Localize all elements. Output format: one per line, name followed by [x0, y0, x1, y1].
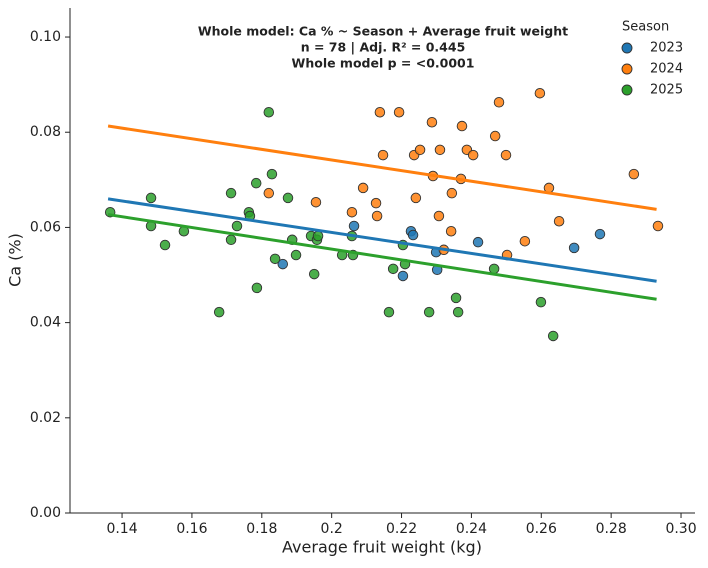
legend-marker [621, 84, 633, 96]
point [547, 330, 559, 342]
point [456, 120, 468, 132]
annotation: n = 78 | Adj. R² = 0.445 [301, 40, 466, 55]
point [434, 144, 446, 156]
point [377, 149, 389, 161]
fit-line [107, 124, 657, 211]
point [493, 96, 505, 108]
point [445, 225, 457, 237]
legend-label: 2025 [650, 83, 683, 98]
point [407, 229, 419, 241]
point [467, 149, 479, 161]
point [414, 144, 426, 156]
point [348, 220, 360, 232]
point [568, 242, 580, 254]
point [397, 270, 409, 282]
point [310, 196, 322, 208]
point [266, 168, 278, 180]
point [145, 192, 157, 204]
x-tick-label: 0.2 [321, 521, 343, 537]
point [519, 235, 531, 247]
point [225, 234, 237, 246]
fit-line [107, 197, 657, 283]
point [312, 230, 324, 242]
point [263, 106, 275, 118]
annotation: Whole model p = <0.0001 [292, 56, 475, 71]
point [231, 220, 243, 232]
legend-label: 2024 [650, 62, 683, 77]
point [472, 236, 484, 248]
x-tick-label: 0.24 [456, 521, 487, 537]
point [489, 130, 501, 142]
point [534, 87, 546, 99]
point [282, 192, 294, 204]
x-axis-label: Average fruit weight (kg) [282, 538, 482, 557]
point [450, 292, 462, 304]
y-tick-label: 0.04 [30, 315, 61, 331]
point [383, 306, 395, 318]
point [159, 239, 171, 251]
y-tick-label: 0.06 [30, 219, 61, 235]
point [433, 210, 445, 222]
point [277, 258, 289, 270]
point [371, 210, 383, 222]
point [263, 187, 275, 199]
point [594, 228, 606, 240]
point [213, 306, 225, 318]
point [290, 249, 302, 261]
x-tick-label: 0.26 [526, 521, 557, 537]
point [308, 268, 320, 280]
point [346, 206, 358, 218]
legend-title: Season [622, 20, 669, 35]
x-tick-label: 0.30 [665, 521, 696, 537]
point [387, 263, 399, 275]
x-tick-label: 0.16 [176, 521, 207, 537]
x-tick-label: 0.14 [106, 521, 137, 537]
point [370, 197, 382, 209]
point [251, 282, 263, 294]
legend-marker [621, 42, 633, 54]
point [500, 149, 512, 161]
point [628, 168, 640, 180]
x-tick-label: 0.28 [596, 521, 627, 537]
annotation: Whole model: Ca % ~ Season + Average fru… [198, 24, 568, 39]
point [225, 187, 237, 199]
point [393, 106, 405, 118]
point [652, 220, 664, 232]
point [426, 116, 438, 128]
point [553, 215, 565, 227]
x-tick-label: 0.22 [386, 521, 417, 537]
y-tick-label: 0.08 [30, 124, 61, 140]
point [446, 187, 458, 199]
point [357, 182, 369, 194]
x-tick-label: 0.18 [246, 521, 277, 537]
y-tick-label: 0.00 [30, 505, 61, 521]
point [374, 106, 386, 118]
legend-label: 2023 [650, 41, 683, 56]
point [250, 177, 262, 189]
point [535, 296, 547, 308]
point [423, 306, 435, 318]
fit-line [107, 213, 657, 301]
legend-marker [621, 63, 633, 75]
point [269, 253, 281, 265]
y-axis-label: Ca (%) [6, 233, 25, 287]
y-tick-label: 0.02 [30, 410, 61, 426]
point [410, 192, 422, 204]
point [452, 306, 464, 318]
y-tick-label: 0.10 [30, 29, 61, 45]
